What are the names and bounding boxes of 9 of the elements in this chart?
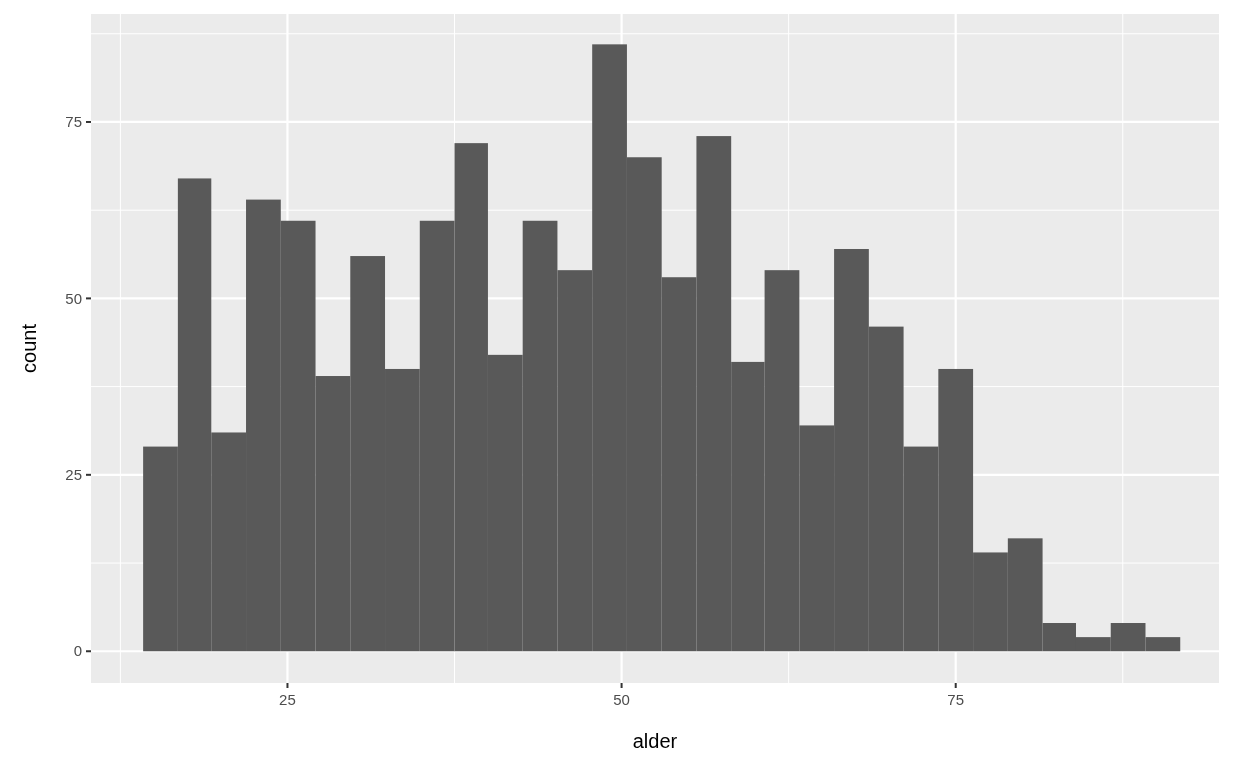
y-tick-label: 50 (65, 289, 82, 307)
y-axis-title: count (18, 323, 40, 373)
y-tick-label: 0 (73, 642, 82, 660)
y-tick-label: 25 (65, 466, 82, 484)
x-axis-title: alder (632, 730, 678, 752)
y-tick-label: 75 (65, 113, 82, 131)
x-tick-label: 75 (947, 691, 965, 708)
x-tick-label: 25 (279, 691, 296, 708)
x-tick-label: 50 (613, 691, 630, 708)
